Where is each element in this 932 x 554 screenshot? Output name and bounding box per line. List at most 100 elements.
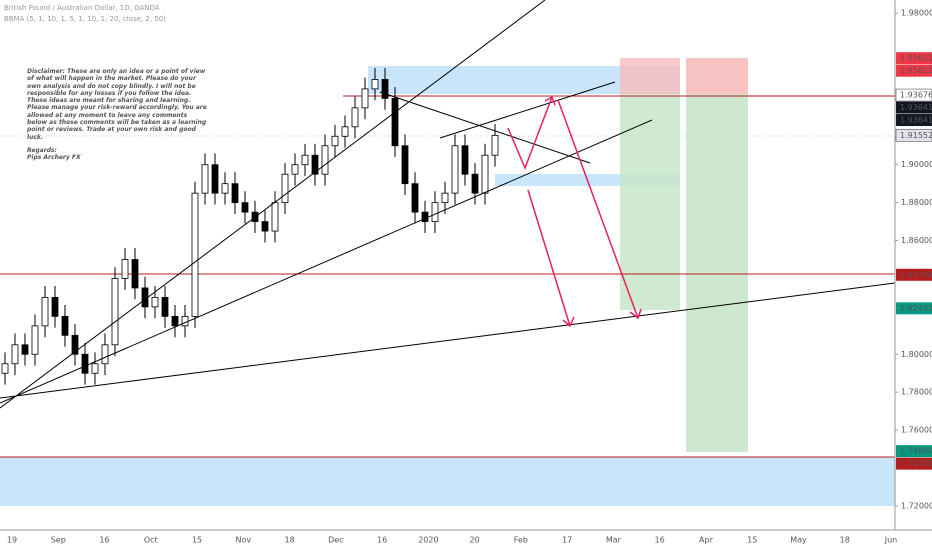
x-tick-label: 20 <box>470 536 480 545</box>
symbol: British Pound / Australian Dollar, 1D, O… <box>4 4 160 12</box>
y-tick-label: 1.72000 <box>901 501 932 510</box>
trend-line <box>439 81 616 139</box>
candle-body <box>291 164 299 175</box>
candle-body <box>51 297 59 317</box>
author: Pips Archery FX <box>27 154 81 162</box>
trend-lines <box>0 0 896 409</box>
candle-body <box>41 297 49 327</box>
x-tick-label: 16 <box>377 536 387 545</box>
price-tag-label: 1.95621 <box>900 54 932 63</box>
candle-body <box>221 183 229 194</box>
candle-body <box>81 353 89 374</box>
candle-body <box>31 325 39 355</box>
candle-body <box>331 135 339 147</box>
y-tick-label: 1.78000 <box>901 388 932 397</box>
x-tick-label: Jun <box>884 536 898 545</box>
candle-body <box>301 154 309 166</box>
zone <box>0 457 895 506</box>
price-tag <box>895 129 932 142</box>
candle-body <box>191 192 199 317</box>
arrow-head <box>544 95 556 106</box>
candle-body <box>91 363 99 374</box>
candle-body <box>351 107 359 128</box>
arrow <box>527 189 571 327</box>
trend-line <box>0 282 896 399</box>
x-tick-label: 18 <box>840 536 850 545</box>
price-tag <box>896 64 932 77</box>
candle-body <box>461 145 469 175</box>
indicator: BBMA (5, 1, 10, 1, 5, 1, 10, 1, 20, clos… <box>4 15 166 23</box>
candle-body <box>281 173 289 204</box>
x-tick-label: May <box>790 536 807 545</box>
x-tick-label: 15 <box>192 536 202 545</box>
header: British Pound / Australian Dollar, 1D, O… <box>4 3 166 25</box>
candle-body <box>21 344 29 355</box>
candle-body <box>491 134 499 156</box>
price-tag-label: 1.95621 <box>900 66 932 75</box>
candle-body <box>171 315 179 327</box>
candle-body <box>451 145 459 194</box>
stop-zone <box>620 58 680 94</box>
candle-body <box>261 221 269 232</box>
candle-body <box>321 145 329 175</box>
arrows <box>507 95 642 328</box>
candle-body <box>411 183 419 213</box>
price-tag <box>896 114 932 127</box>
note: Disclaimer: These are only an idea or a … <box>27 68 207 162</box>
candle-body <box>341 126 349 137</box>
price-tag <box>896 101 932 114</box>
price-tag <box>895 88 932 102</box>
price-tag <box>896 457 932 470</box>
candle-body <box>471 173 479 194</box>
candle-body <box>481 154 489 194</box>
y-tick-label: 1.90000 <box>901 160 932 169</box>
x-tick-label: 16 <box>655 536 665 545</box>
candle-body <box>381 79 389 99</box>
y-tick-label: 1.86000 <box>901 236 932 245</box>
candle-body <box>271 202 279 232</box>
arrow <box>557 99 639 319</box>
candle-body <box>371 79 379 90</box>
x-tick-label: Mar <box>606 536 622 545</box>
price-tag-label: 1.84194 <box>900 270 932 279</box>
candle-body <box>101 344 109 365</box>
x-tick-label: Oct <box>144 536 158 545</box>
candle-body <box>71 334 79 355</box>
candle-body <box>391 97 399 147</box>
candle-body <box>61 315 69 336</box>
candle-body <box>211 164 219 194</box>
stop-zone <box>686 58 748 94</box>
x-tick-label: 19 <box>7 536 17 545</box>
disclaimer: Disclaimer: These are only an idea or a … <box>27 68 207 141</box>
regards: Regards: <box>27 146 57 154</box>
price-tag <box>896 445 932 458</box>
candle-body <box>241 202 249 213</box>
x-tick-label: Sep <box>51 536 66 545</box>
candle-body <box>311 154 319 175</box>
candle-body <box>361 88 369 109</box>
x-tick-label: 2020 <box>418 536 438 545</box>
price-tag <box>896 302 932 315</box>
x-tick-label: 17 <box>562 536 572 545</box>
x-tick-label: Nov <box>236 536 252 545</box>
y-tick-label: 1.80000 <box>901 350 932 359</box>
candle-body <box>231 183 239 204</box>
y-tick-label: 1.88000 <box>901 198 932 207</box>
axes: 1.98000 1.90000 1.88000 1.86000 1.80000 1.780… <box>7 9 932 545</box>
candle-body <box>441 192 449 204</box>
candle-body <box>201 164 209 194</box>
x-tick-label: 15 <box>747 536 757 545</box>
candle-body <box>401 145 409 185</box>
trend-line <box>0 0 546 409</box>
candle-body <box>1 363 9 374</box>
candle-body <box>181 315 189 327</box>
price-tag-label: 1.74555 <box>900 459 932 468</box>
target-zone <box>686 94 748 452</box>
arrow <box>507 96 553 171</box>
trend-line <box>0 119 653 404</box>
price-tag <box>896 268 932 281</box>
candle-body <box>121 259 129 279</box>
x-tick-label: Dec <box>328 536 343 545</box>
candle-body <box>431 202 439 222</box>
